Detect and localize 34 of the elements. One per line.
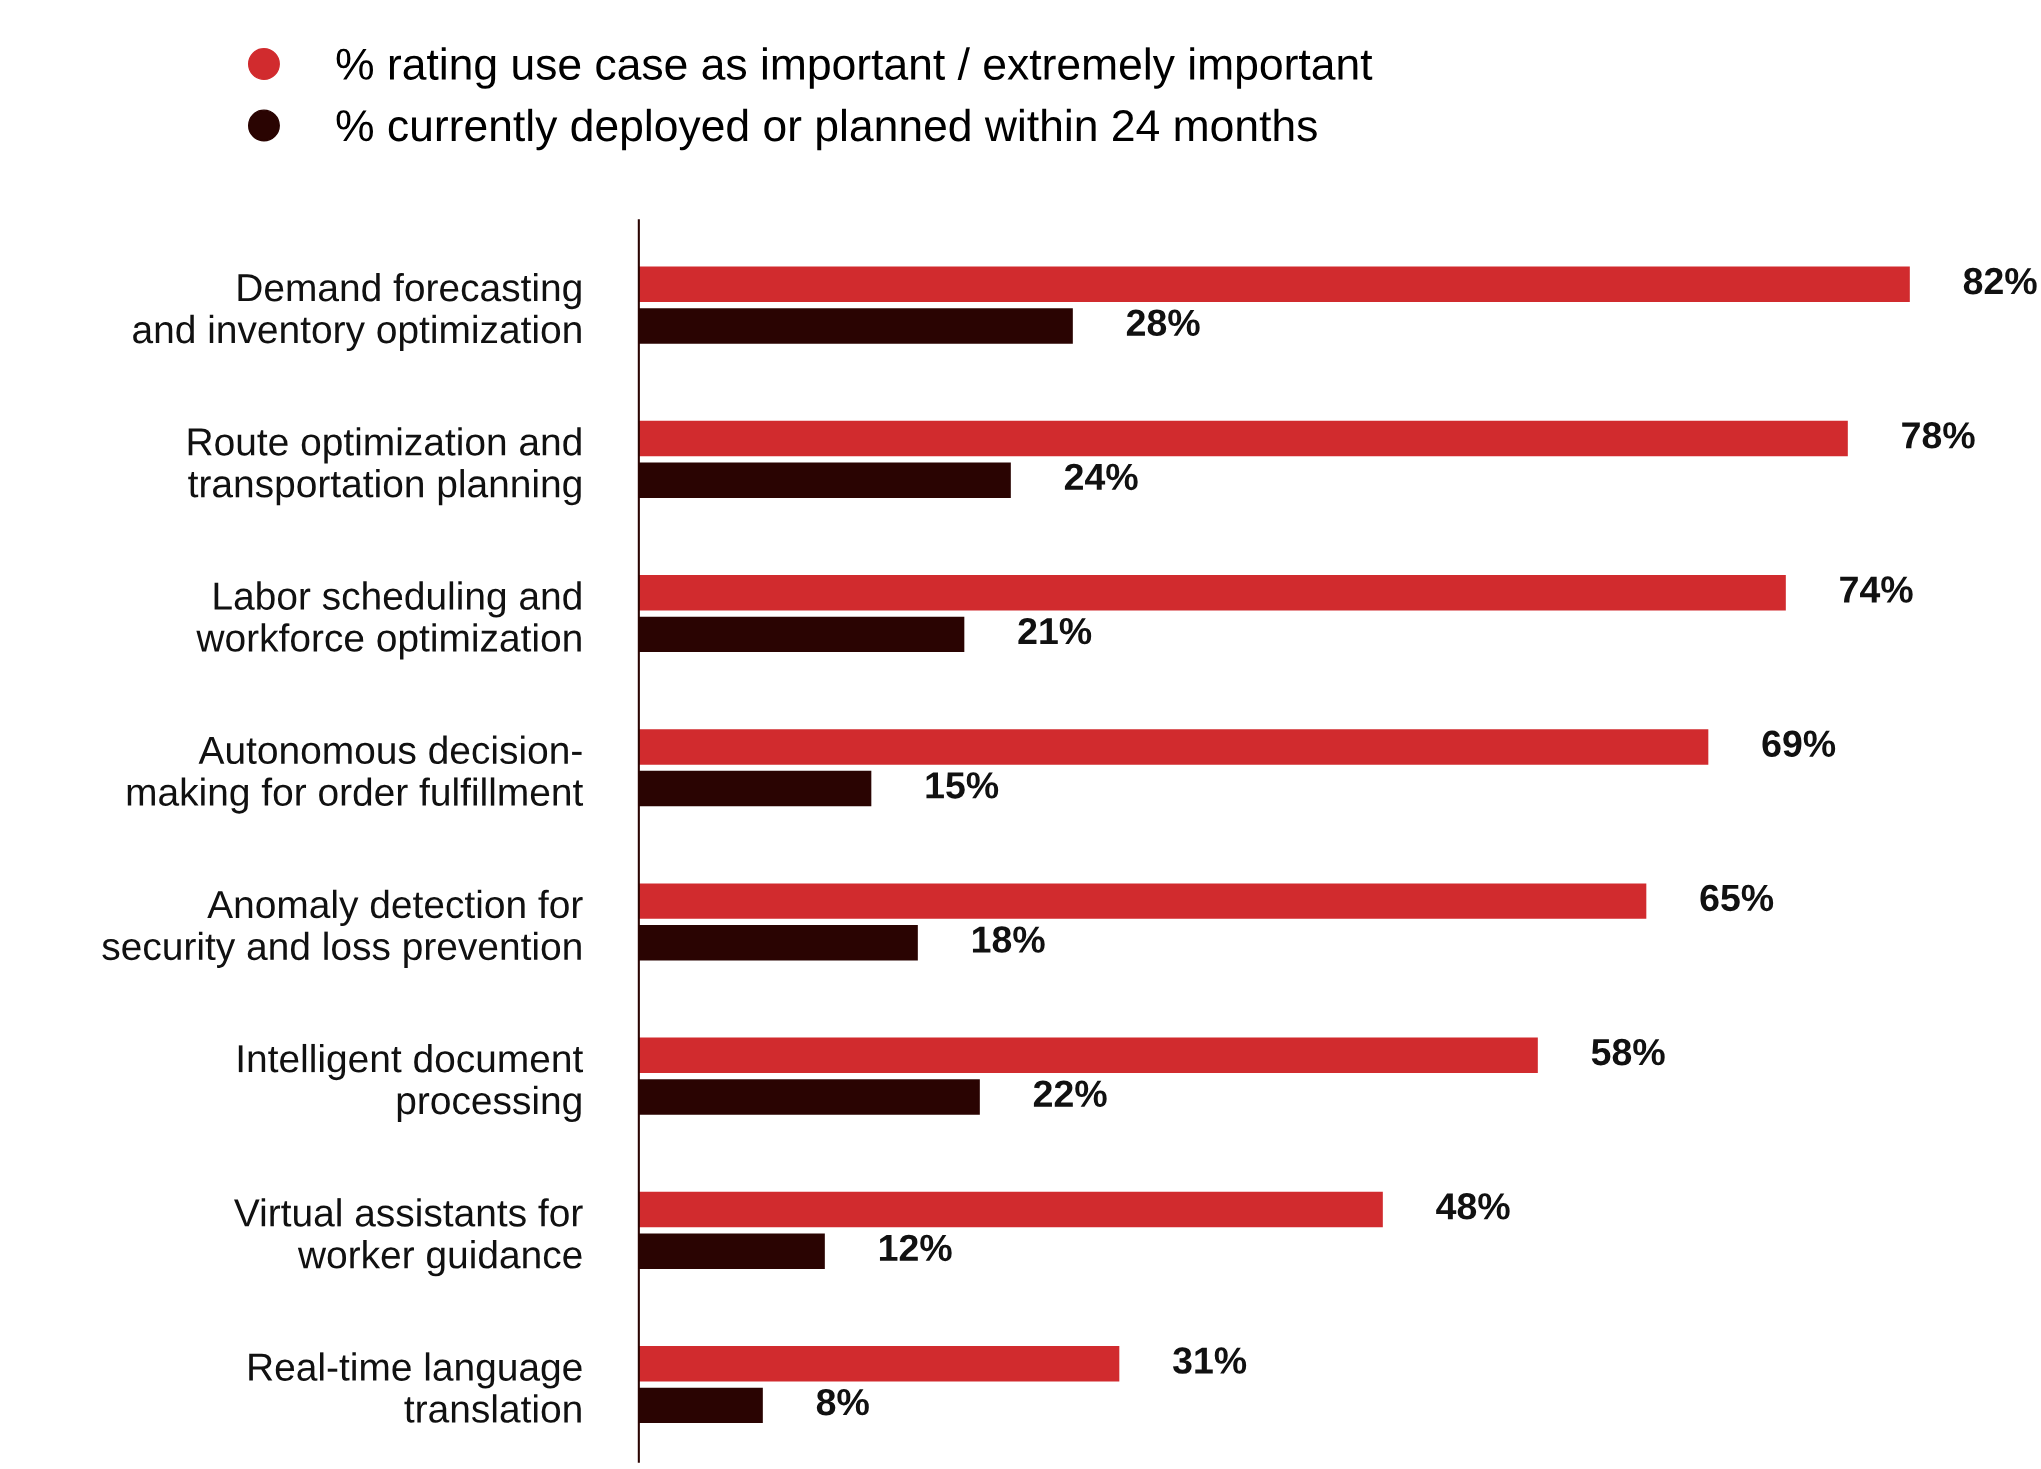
y-tick-label: Real-time language translation bbox=[249, 1352, 582, 1423]
data-label: 21% bbox=[1018, 617, 1092, 645]
y-tick-label: Intelligent document processing bbox=[238, 1043, 584, 1123]
bar bbox=[638, 729, 1709, 765]
y-tick-label: Autonomous decision- making for order fulfillment bbox=[127, 735, 584, 814]
data-label: 69% bbox=[1762, 730, 1836, 758]
data-label: 48% bbox=[1436, 1193, 1510, 1220]
legend-label: % rating use case as important / extremely important bbox=[336, 47, 1373, 89]
data-label: 78% bbox=[1902, 422, 1975, 449]
bar bbox=[638, 575, 1786, 611]
bar bbox=[638, 1346, 1120, 1382]
data-label: 31% bbox=[1172, 1347, 1247, 1374]
data-label: 28% bbox=[1126, 309, 1200, 337]
data-label: 18% bbox=[972, 926, 1045, 953]
legend-label: % currently deployed or planned within 24 months bbox=[336, 108, 1317, 151]
data-label: 15% bbox=[926, 772, 999, 799]
y-tick-label: Anomaly detection for security and loss prevention bbox=[102, 889, 583, 968]
bar bbox=[638, 266, 1910, 303]
data-label: 22% bbox=[1033, 1080, 1107, 1107]
bar bbox=[638, 1037, 1538, 1074]
data-label: 74% bbox=[1840, 576, 1913, 603]
bar bbox=[638, 420, 1848, 457]
y-tick-label: Virtual assistants for worker guidance bbox=[234, 1198, 583, 1277]
data-label: 82% bbox=[1963, 267, 2037, 295]
data-label: 58% bbox=[1591, 1038, 1665, 1066]
y-tick-label: Route optimization and transportation planning bbox=[188, 427, 581, 506]
data-label: 24% bbox=[1064, 463, 1138, 491]
bar bbox=[638, 1191, 1383, 1228]
y-tick-label: Demand forecasting and inventory optimization bbox=[133, 272, 581, 352]
y-tick-label: Labor scheduling and workforce optimization bbox=[196, 581, 581, 660]
data-label: 8% bbox=[816, 1388, 869, 1416]
bar bbox=[638, 883, 1647, 919]
data-label: 65% bbox=[1700, 884, 1774, 912]
data-label: 12% bbox=[879, 1234, 952, 1262]
